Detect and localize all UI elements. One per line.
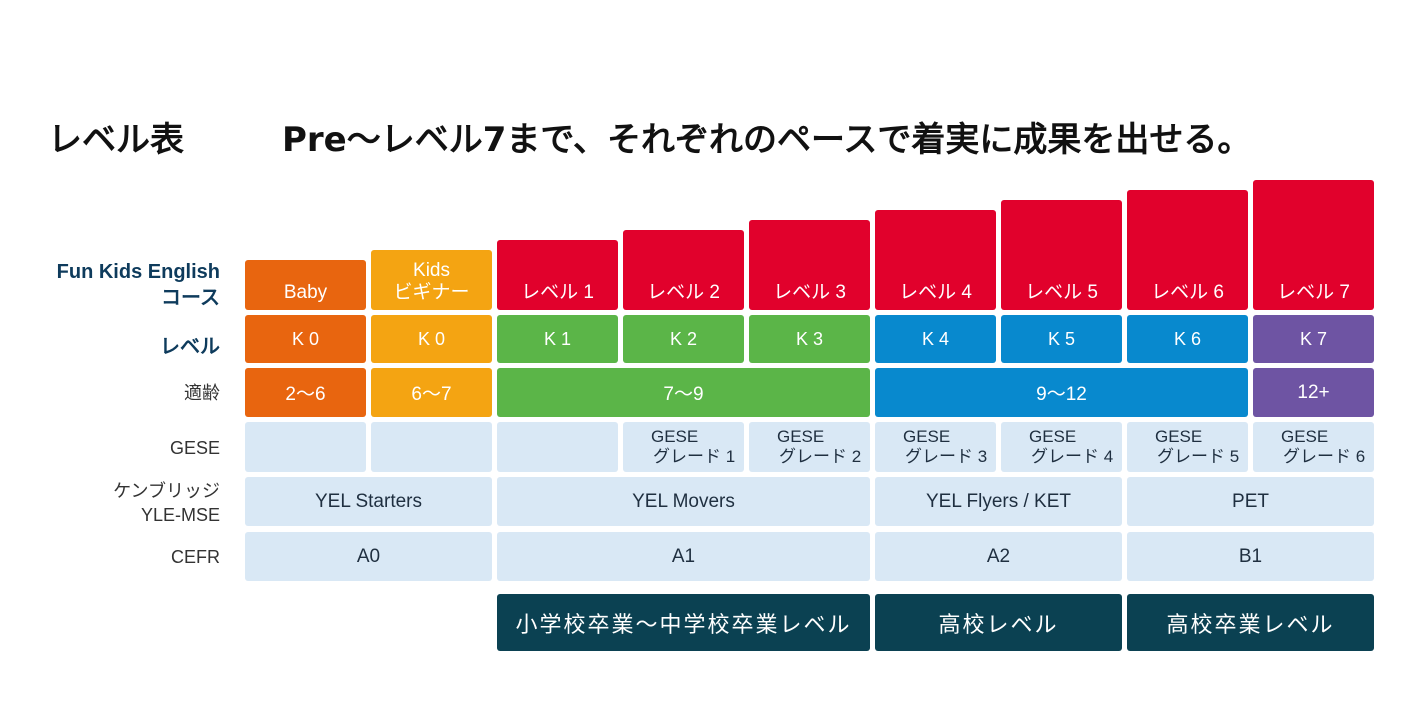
gese-grade: グレード 1 — [653, 447, 736, 466]
gese-cell-empty — [371, 422, 492, 472]
school-level-cell: 高校レベル — [875, 594, 1122, 651]
cambridge-cell: YEL Starters — [245, 477, 492, 526]
course-label: Kids — [413, 260, 450, 281]
course-cell-level-6: レベル 6 — [1127, 190, 1248, 310]
gese-grade: グレード 5 — [1157, 447, 1240, 466]
gese-cell: GESE グレード 5 — [1127, 422, 1248, 472]
gese-name: GESE — [777, 427, 825, 446]
course-cell-kids-beginner: Kids ビギナー — [371, 250, 492, 310]
level-cell: K 5 — [1001, 315, 1122, 363]
level-cell: K 4 — [875, 315, 996, 363]
level-cell: K 6 — [1127, 315, 1248, 363]
row-label-level: レベル — [160, 336, 220, 358]
cefr-cell: B1 — [1127, 532, 1374, 581]
row-label-cambridge-line2: YLE-MSE — [140, 505, 220, 525]
cefr-cell: A0 — [245, 532, 492, 581]
course-cell-level-2: レベル 2 — [623, 230, 744, 310]
gese-cell: GESE グレード 1 — [623, 422, 744, 472]
cambridge-cell: PET — [1127, 477, 1374, 526]
cefr-cell: A2 — [875, 532, 1122, 581]
cambridge-cell: YEL Movers — [497, 477, 870, 526]
gese-grade: グレード 3 — [905, 447, 988, 466]
course-label-sub: ビギナー — [393, 282, 470, 303]
course-cell-level-7: レベル 7 — [1253, 180, 1374, 310]
age-cell: 12+ — [1253, 368, 1374, 417]
level-cell: K 7 — [1253, 315, 1374, 363]
course-label: レベル 7 — [1277, 282, 1350, 303]
row-label-age: 適齢 — [184, 383, 220, 403]
course-cell-level-3: レベル 3 — [749, 220, 870, 310]
cefr-cell: A1 — [497, 532, 870, 581]
row-label-gese: GESE — [169, 438, 220, 458]
gese-cell: GESE グレード 6 — [1253, 422, 1374, 472]
age-cell: 9～12 — [875, 368, 1248, 417]
level-cell: K 0 — [371, 315, 492, 363]
gese-name: GESE — [1029, 427, 1077, 446]
course-label: レベル 6 — [1151, 282, 1224, 303]
gese-grade: グレード 6 — [1283, 447, 1366, 466]
gese-name: GESE — [1155, 427, 1203, 446]
page-title: レベル表 — [48, 120, 184, 160]
gese-grade: グレード 4 — [1031, 447, 1114, 466]
school-level-cell: 高校卒業レベル — [1127, 594, 1374, 651]
row-label-cambridge-line1: ケンブリッジ — [113, 481, 220, 501]
course-cell-level-1: レベル 1 — [497, 240, 618, 310]
level-cell: K 1 — [497, 315, 618, 363]
course-cell-level-4: レベル 4 — [875, 210, 996, 310]
gese-cell-empty — [245, 422, 366, 472]
gese-cell: GESE グレード 2 — [749, 422, 870, 472]
level-cell: K 3 — [749, 315, 870, 363]
gese-name: GESE — [651, 427, 699, 446]
school-level-cell: 小学校卒業～中学校卒業レベル — [497, 594, 870, 651]
row-label-course-line2: コース — [161, 287, 220, 309]
age-cell: 7～9 — [497, 368, 870, 417]
age-cell: 6～7 — [371, 368, 492, 417]
gese-cell-empty — [497, 422, 618, 472]
page-tagline: Pre～レベル7まで、それぞれのペースで着実に成果を出せる。 — [282, 120, 1252, 160]
course-label: レベル 2 — [647, 282, 720, 303]
course-label: レベル 4 — [899, 282, 972, 303]
course-label: Baby — [283, 282, 328, 303]
course-cell-level-5: レベル 5 — [1001, 200, 1122, 310]
gese-grade: グレード 2 — [779, 447, 862, 466]
age-cell: 2～6 — [245, 368, 366, 417]
gese-cell: GESE グレード 4 — [1001, 422, 1122, 472]
gese-name: GESE — [1281, 427, 1329, 446]
course-cell-baby: Baby — [245, 260, 366, 310]
cambridge-cell: YEL Flyers / KET — [875, 477, 1122, 526]
gese-name: GESE — [903, 427, 951, 446]
course-label: レベル 3 — [773, 282, 846, 303]
row-label-cefr: CEFR — [171, 547, 220, 567]
row-label-course-line1: Fun Kids English — [56, 261, 220, 283]
level-cell: K 0 — [245, 315, 366, 363]
level-cell: K 2 — [623, 315, 744, 363]
course-label: レベル 1 — [521, 282, 594, 303]
course-label: レベル 5 — [1025, 282, 1098, 303]
gese-cell: GESE グレード 3 — [875, 422, 996, 472]
